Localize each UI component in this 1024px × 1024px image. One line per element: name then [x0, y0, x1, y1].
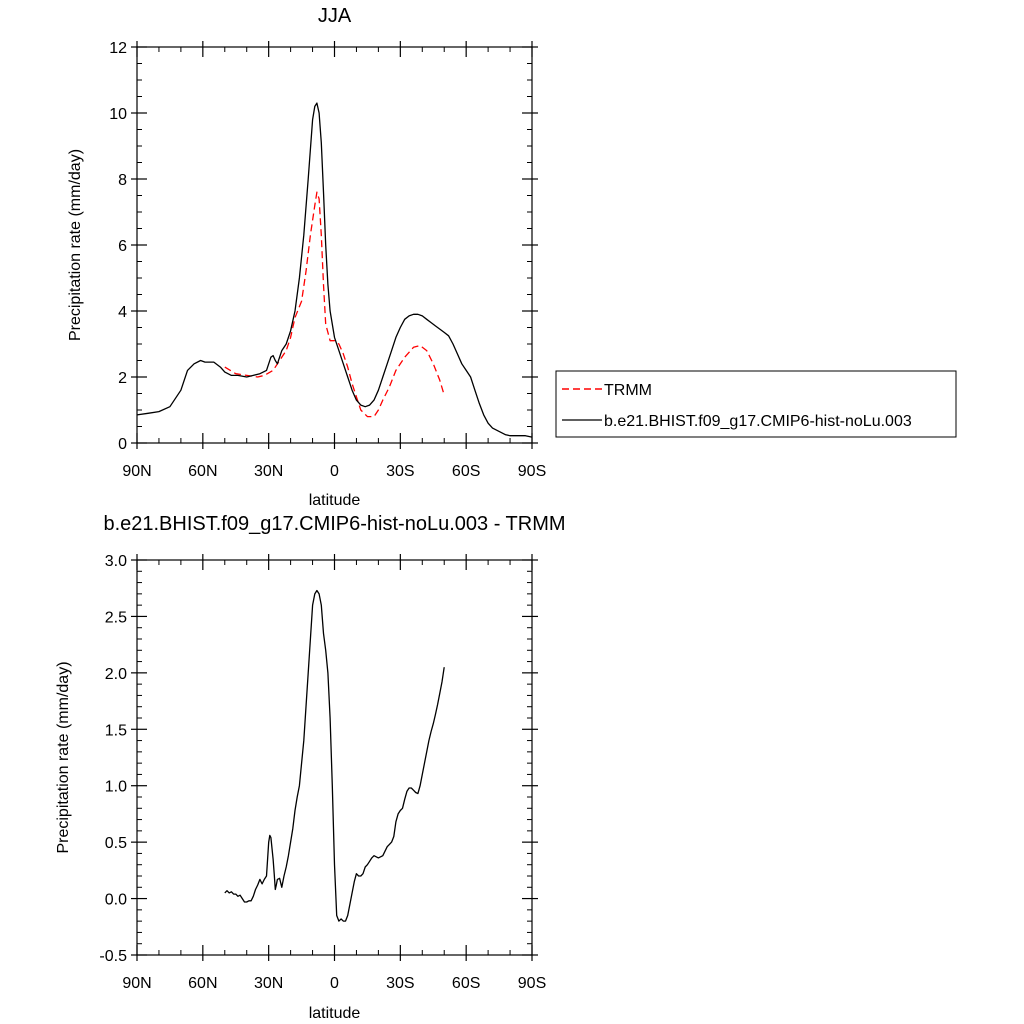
y-axis-label: Precipitation rate (mm/day): [67, 149, 84, 341]
chart-title: JJA: [318, 5, 352, 27]
series-line-difference: [224, 589, 445, 922]
x-tick-label: 30N: [254, 463, 283, 480]
x-tick-label: 30S: [386, 975, 414, 992]
x-tick-label: 90S: [518, 975, 546, 992]
y-tick-label: 3.0: [105, 553, 127, 570]
legend: TRMM b.e21.BHIST.f09_g17.CMIP6-hist-noLu…: [555, 370, 957, 438]
x-tick-label: 90N: [122, 463, 151, 480]
x-tick-label: 60N: [188, 975, 217, 992]
x-tick-label: 60N: [188, 463, 217, 480]
x-tick-label: 60S: [452, 463, 480, 480]
x-tick-label: 30S: [386, 463, 414, 480]
legend-label-model: b.e21.BHIST.f09_g17.CMIP6-hist-noLu.003: [604, 413, 912, 430]
chart-title: b.e21.BHIST.f09_g17.CMIP6-hist-noLu.003 …: [103, 513, 565, 535]
y-tick-label: 6: [118, 238, 127, 255]
x-tick-label: 60S: [452, 975, 480, 992]
x-axis-label: latitude: [309, 492, 361, 509]
y-tick-label: 2.5: [105, 609, 127, 626]
y-tick-label: 4: [118, 304, 127, 321]
y-tick-label: 0.5: [105, 835, 127, 852]
x-tick-label: 90S: [518, 463, 546, 480]
y-tick-label: 10: [109, 106, 127, 123]
plot-frame: [136, 559, 533, 956]
y-tick-label: 1.5: [105, 722, 127, 739]
y-tick-label: 0: [118, 436, 127, 453]
panel-top-jja: JJA 90N 60N 30N 0 30S 60S 90S 0 2 4 6 8 10 12 latitude P…: [67, 5, 546, 509]
panel-bottom-difference: b.e21.BHIST.f09_g17.CMIP6-hist-noLu.003 …: [55, 513, 566, 1022]
y-tick-label: 8: [118, 172, 127, 189]
y-axis-label: Precipitation rate (mm/day): [55, 661, 72, 853]
y-tick-label: 0.0: [105, 892, 127, 909]
y-tick-label: 1.0: [105, 779, 127, 796]
x-axis-label: latitude: [309, 1005, 361, 1022]
y-tick-label: -0.5: [99, 948, 127, 965]
x-tick-label: 90N: [122, 975, 151, 992]
legend-label-trmm: TRMM: [604, 382, 652, 399]
series-line-trmm: [224, 191, 445, 418]
x-tick-label: 30N: [254, 975, 283, 992]
legend-box: [555, 370, 957, 438]
y-tick-label: 2: [118, 370, 127, 387]
x-tick-label: 0: [330, 463, 339, 480]
series-line-b-e21-bhist-f09-g17-cmip6-hist-nolu-003: [136, 102, 533, 438]
y-tick-label: 12: [109, 40, 127, 57]
y-tick-label: 2.0: [105, 666, 127, 683]
x-tick-label: 0: [330, 975, 339, 992]
